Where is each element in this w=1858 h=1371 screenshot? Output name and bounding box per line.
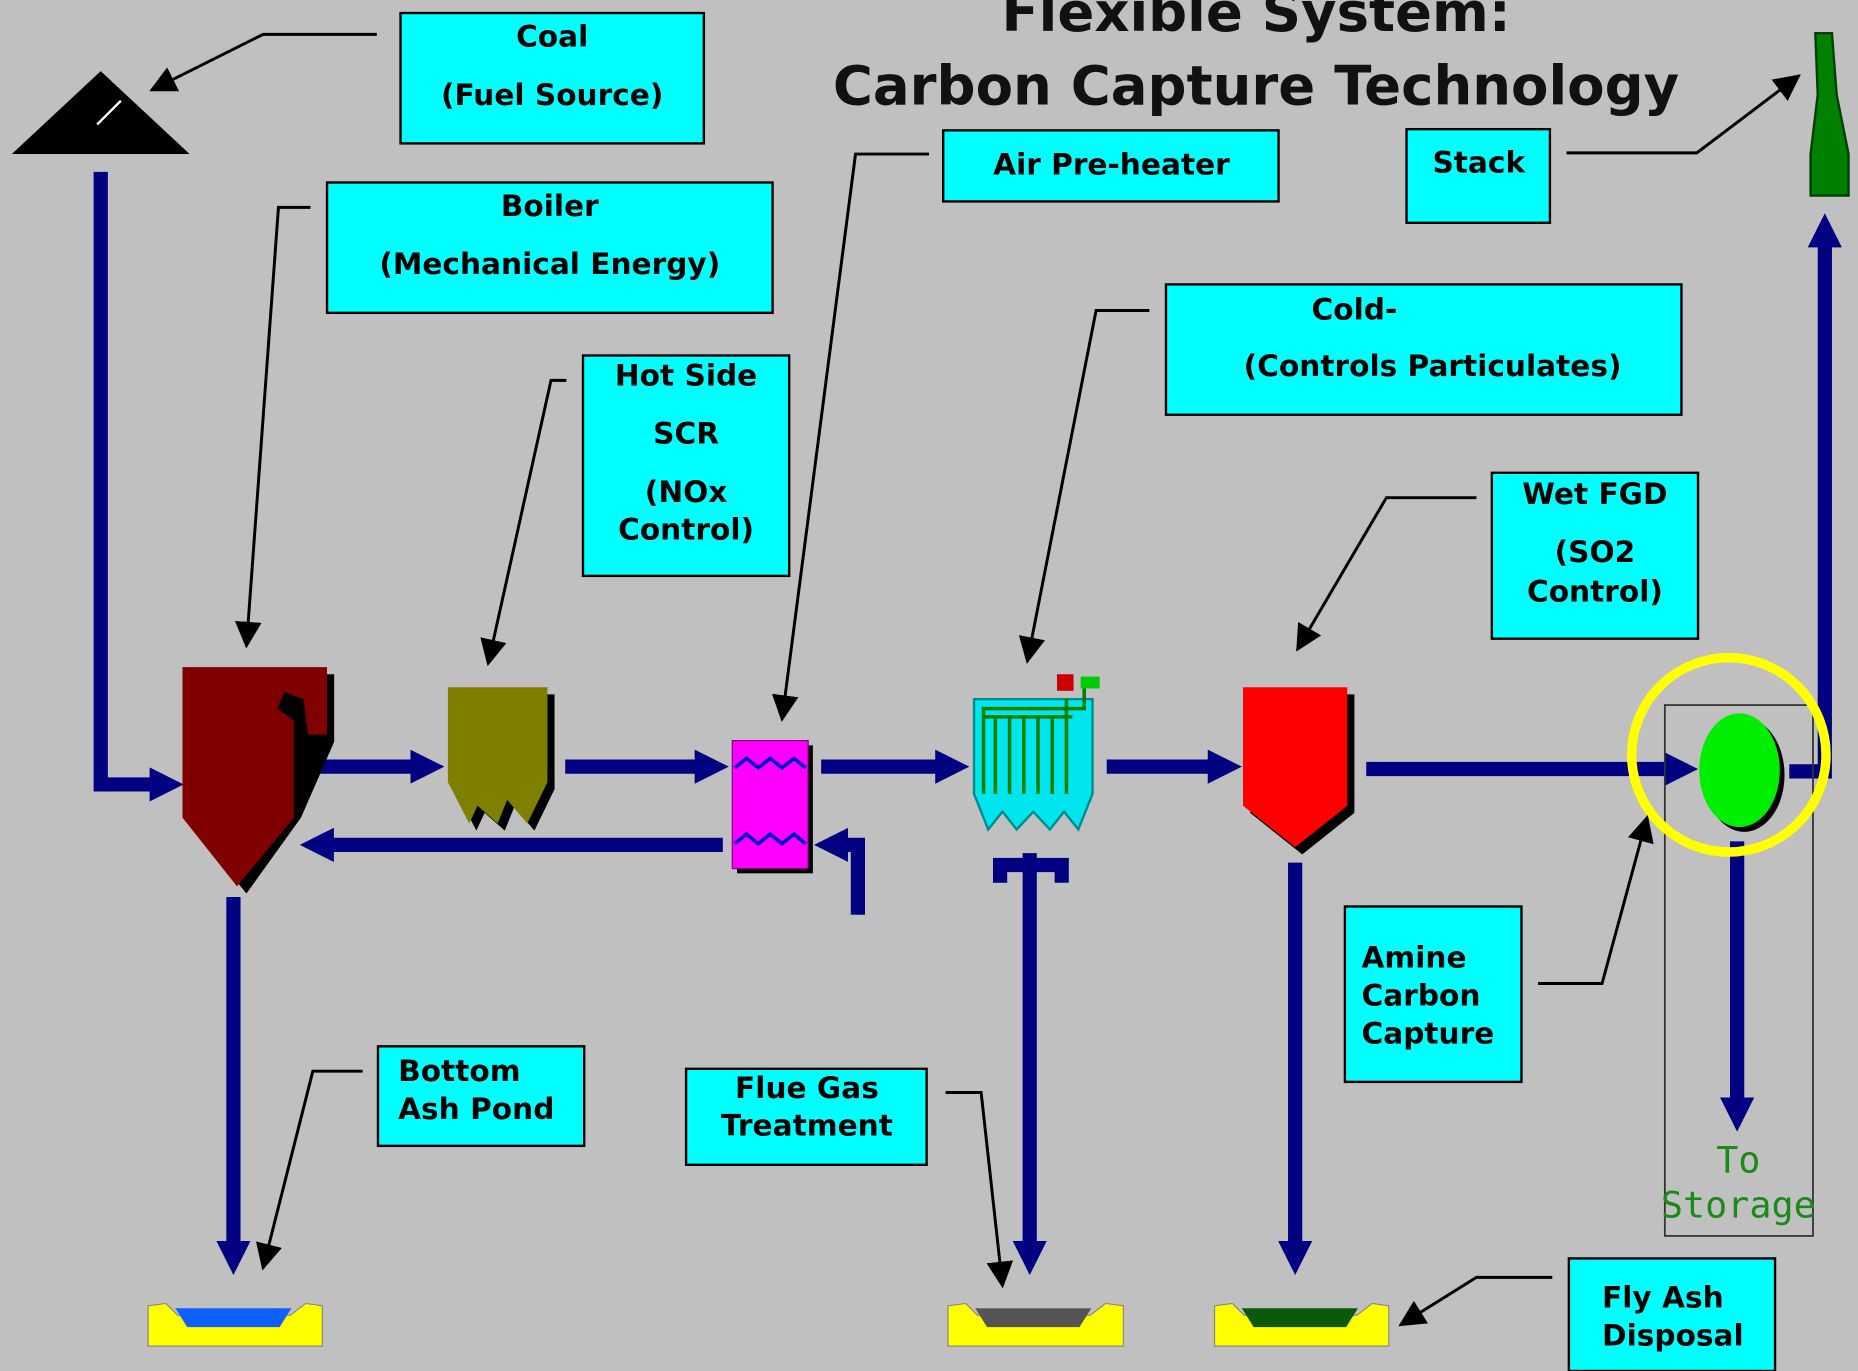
leader bbox=[256, 1069, 363, 1271]
pond-water bbox=[1241, 1308, 1358, 1328]
label: (SO2 bbox=[1555, 535, 1636, 569]
label: Disposal bbox=[1602, 1318, 1744, 1352]
label-box bbox=[325, 181, 774, 315]
amine-vessel bbox=[1699, 713, 1780, 828]
leader bbox=[771, 152, 929, 722]
label: Wet FGD bbox=[1522, 477, 1667, 511]
label: Control) bbox=[618, 513, 754, 547]
leader bbox=[1018, 308, 1150, 664]
air-preheater bbox=[731, 740, 809, 870]
label: Amine bbox=[1362, 940, 1467, 974]
esp-plates bbox=[981, 682, 1087, 794]
storage-label: To bbox=[1716, 1139, 1760, 1182]
label-box bbox=[942, 129, 1280, 203]
label-box bbox=[1405, 127, 1552, 224]
scr bbox=[447, 687, 548, 824]
label: Hot Side bbox=[615, 359, 757, 393]
preheater-coil bbox=[733, 756, 807, 771]
label: Coal bbox=[516, 20, 588, 54]
leader bbox=[1538, 815, 1654, 985]
leader bbox=[234, 205, 311, 649]
label: Capture bbox=[1362, 1016, 1495, 1050]
pipes bbox=[93, 171, 1842, 1276]
title-line: Carbon Capture Technology bbox=[833, 53, 1679, 117]
label-box bbox=[684, 1067, 928, 1166]
label: Fly Ash bbox=[1602, 1281, 1724, 1315]
label: SCR bbox=[653, 417, 719, 451]
label: (Mechanical Energy) bbox=[379, 247, 720, 281]
label-box bbox=[376, 1045, 586, 1148]
esp-plates bbox=[981, 682, 1087, 794]
highlight-circle bbox=[1626, 652, 1831, 857]
label: (Controls Particulates) bbox=[1244, 349, 1622, 383]
storage-frame bbox=[1663, 704, 1814, 1237]
leader bbox=[1398, 1275, 1553, 1327]
leader bbox=[945, 1091, 1014, 1289]
preheater-coil bbox=[733, 831, 807, 846]
esp-terminal bbox=[1080, 676, 1100, 689]
leader bbox=[149, 32, 377, 92]
label-box bbox=[581, 354, 791, 578]
pond-water bbox=[175, 1308, 292, 1328]
label: Air Pre-heater bbox=[993, 148, 1230, 182]
leaders bbox=[149, 32, 1801, 1327]
esp bbox=[972, 697, 1094, 832]
pond-water bbox=[975, 1308, 1092, 1328]
title-line: Flexible System: bbox=[1001, 0, 1510, 44]
pipe bbox=[93, 171, 184, 802]
label: Bottom bbox=[398, 1054, 520, 1088]
label-box bbox=[1567, 1257, 1777, 1371]
label: Cold- bbox=[1312, 292, 1398, 326]
stack-chimney bbox=[1809, 32, 1850, 197]
label: Stack bbox=[1432, 145, 1526, 179]
storage-label: Storage bbox=[1661, 1184, 1816, 1227]
label: Boiler bbox=[501, 189, 599, 223]
leader bbox=[1296, 496, 1477, 652]
boiler bbox=[182, 667, 328, 887]
label: Control) bbox=[1527, 574, 1663, 608]
label: Carbon bbox=[1362, 978, 1481, 1012]
esp-terminal bbox=[1056, 674, 1074, 691]
label-box bbox=[1490, 471, 1700, 640]
label: Treatment bbox=[721, 1109, 893, 1143]
leader bbox=[480, 378, 567, 667]
coal-pile-highlight bbox=[96, 99, 122, 126]
leader bbox=[1566, 74, 1801, 155]
label: (Fuel Source) bbox=[441, 78, 663, 112]
label-box bbox=[1343, 905, 1523, 1084]
pipe bbox=[814, 827, 866, 915]
label: (NOx bbox=[645, 475, 728, 509]
label: Flue Gas bbox=[735, 1071, 879, 1105]
label-box bbox=[1164, 283, 1683, 416]
label: Ash Pond bbox=[398, 1092, 554, 1126]
fgd bbox=[1243, 687, 1348, 848]
ponds bbox=[147, 1302, 1390, 1347]
label-box bbox=[399, 11, 706, 145]
coal-pile bbox=[11, 71, 190, 155]
